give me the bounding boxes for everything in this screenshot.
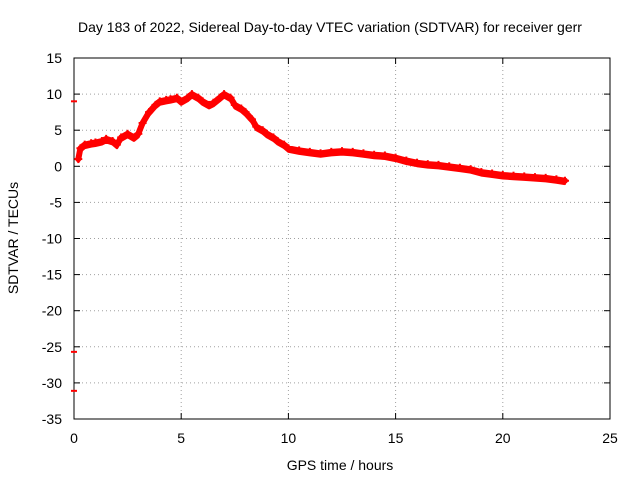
x-tick-label-0: 0: [70, 430, 78, 446]
x-tick-label-1: 5: [177, 430, 185, 446]
chart-title: Day 183 of 2022, Sidereal Day-to-day VTE…: [78, 19, 582, 35]
x-tick-label-5: 25: [602, 430, 618, 446]
series-layer: [74, 90, 569, 186]
y-tick-label-3: 0: [54, 158, 62, 174]
x-tick-label-3: 15: [388, 430, 404, 446]
x-tick-labels: 0 5 10 15 20 25: [70, 430, 618, 446]
axis-ticks: [73, 57, 611, 420]
y-tick-label-5: -10: [42, 231, 62, 247]
x-tick-label-2: 10: [281, 430, 297, 446]
grid-lines: [74, 58, 610, 419]
y-axis-label: SDTVAR / TECUs: [5, 182, 21, 294]
y-tick-label-1: 10: [46, 86, 62, 102]
x-axis-label: GPS time / hours: [287, 457, 394, 473]
y-tick-label-6: -15: [42, 267, 62, 283]
x-tick-label-4: 20: [495, 430, 511, 446]
y-tick-label-8: -25: [42, 339, 62, 355]
y-tick-label-7: -20: [42, 303, 62, 319]
y-tick-label-2: 5: [54, 122, 62, 138]
y-tick-label-10: -35: [42, 411, 62, 427]
y-tick-label-0: 15: [46, 50, 62, 66]
y-tick-label-9: -30: [42, 375, 62, 391]
y-tick-label-4: -5: [50, 194, 63, 210]
outlier-layer: [71, 100, 77, 392]
y-tick-labels: 15 10 5 0 -5 -10 -15 -20 -25 -30 -35: [42, 50, 62, 427]
